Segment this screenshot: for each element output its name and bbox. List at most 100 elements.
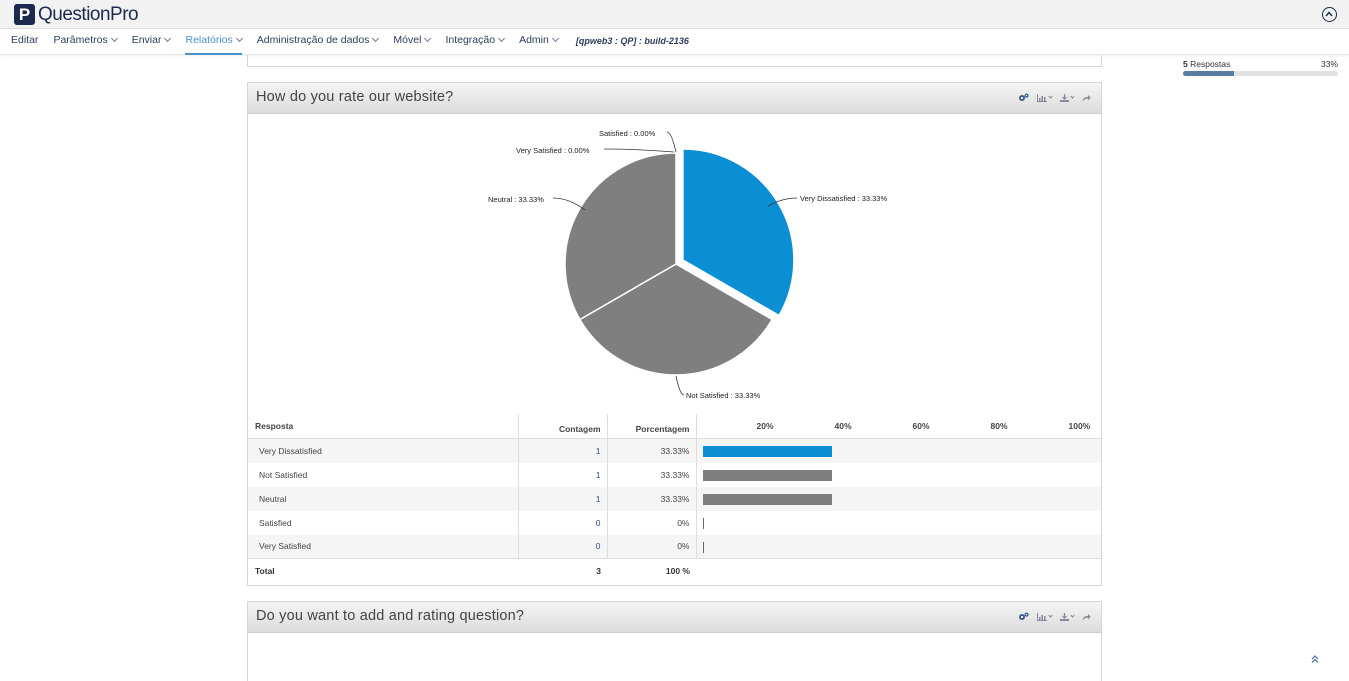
questionpro-logo[interactable]: P QuestionPro — [14, 3, 139, 25]
percentage-bar — [702, 446, 833, 457]
scale-label: 100% — [1068, 421, 1091, 431]
chart-type-dropdown[interactable] — [1037, 612, 1053, 621]
panel-header: How do you rate our website? — [248, 83, 1101, 114]
row-bar-cell — [696, 438, 1101, 463]
scroll-to-top-button[interactable] — [1310, 651, 1320, 669]
row-bar-cell — [696, 463, 1101, 487]
nav-item-label: Relatórios — [185, 34, 233, 46]
row-label: Neutral — [248, 486, 519, 511]
nav-item-label: Admin — [519, 34, 549, 46]
header-percentage[interactable]: Porcentagem — [607, 414, 697, 439]
row-bar-cell — [696, 486, 1101, 511]
settings-gear-button[interactable] — [1018, 612, 1029, 621]
response-table-container: Resposta Contagem Porcentagem 20% 40% 60% 8… — [248, 414, 1101, 583]
pie-chart — [552, 131, 798, 396]
table-row: Satisfied 0 0% — [248, 510, 1101, 535]
row-count-link[interactable]: 0 — [518, 534, 608, 559]
nav-item-m-vel[interactable]: Móvel — [393, 29, 432, 55]
row-label: Very Dissatisfied — [248, 438, 519, 463]
nav-item-admin[interactable]: Admin — [519, 29, 559, 55]
row-bar-cell — [696, 534, 1101, 559]
nav-item-relat-rios[interactable]: Relatórios — [185, 29, 243, 55]
nav-item-administra-o-de-dados[interactable]: Administração de dados — [256, 29, 380, 55]
nav-item-label: Parâmetros — [53, 34, 108, 46]
logo-text: QuestionPro — [38, 3, 139, 25]
share-button[interactable] — [1082, 94, 1091, 102]
settings-gear-button[interactable] — [1018, 93, 1029, 102]
pie-slice-very-dissatisfied[interactable] — [682, 148, 795, 317]
download-icon — [1060, 93, 1069, 102]
row-percentage: 0% — [607, 510, 697, 535]
percentage-bar-zero — [702, 541, 704, 553]
header-response: Resposta — [248, 414, 519, 439]
scale-label: 20% — [756, 421, 774, 431]
chevron-down-icon — [164, 34, 172, 43]
gears-icon — [1019, 612, 1029, 620]
total-bar-cell — [696, 558, 1101, 583]
question-panel-add-rating: Do you want to add and rating question? — [247, 601, 1102, 681]
pie-label-connector — [675, 375, 685, 396]
pie-label-connector — [603, 148, 675, 153]
table-total-row: Total 3 100 % — [248, 558, 1101, 583]
row-label: Not Satisfied — [248, 462, 519, 487]
table-row: Not Satisfied 1 33.33% — [248, 462, 1101, 487]
pie-slice-neutral[interactable] — [564, 152, 677, 321]
row-percentage: 33.33% — [607, 462, 697, 487]
scale-label: 40% — [834, 421, 852, 431]
panel-tools — [1018, 93, 1091, 102]
pie-slice-not-satisfied[interactable] — [578, 263, 774, 376]
download-dropdown[interactable] — [1060, 93, 1075, 102]
pie-label: Not Satisfied : 33.33% — [686, 391, 761, 400]
nav-menu: Editar Parâmetros Enviar Relatórios Administ… — [0, 29, 689, 55]
responses-text: Respostas — [1190, 59, 1231, 69]
question-title: Do you want to add and rating question? — [256, 608, 525, 624]
chevron-down-icon — [1070, 613, 1075, 618]
pie-label: Very Satisfied : 0.00% — [516, 146, 590, 155]
pie-label-connector — [767, 197, 798, 207]
header-count[interactable]: Contagem — [518, 414, 608, 439]
double-chevron-up-icon — [1311, 655, 1319, 663]
percentage-scale: 20% 40% 60% 80% 100% — [697, 414, 1102, 438]
logo-mark: P — [14, 4, 35, 25]
row-percentage: 33.33% — [607, 438, 697, 463]
nav-item-label: Enviar — [131, 34, 162, 46]
percentage-bar — [702, 493, 833, 505]
chevron-down-icon — [424, 34, 432, 43]
collapse-header-button[interactable] — [1322, 7, 1337, 22]
pie-label: Satisfied : 0.00% — [599, 129, 656, 138]
table-row: Very Satisfied 0 0% — [248, 534, 1101, 559]
chevron-down-icon — [498, 34, 506, 43]
nav-item-label: Administração de dados — [256, 34, 370, 46]
nav-item-editar[interactable]: Editar — [11, 29, 38, 55]
share-button[interactable] — [1082, 613, 1091, 621]
responses-label: 5 Respostas — [1183, 59, 1338, 69]
chevron-down-icon — [1048, 94, 1053, 99]
pie-label: Neutral : 33.33% — [488, 195, 544, 204]
pie-chart-area: Very Dissatisfied : 33.33% Not Satisfied … — [248, 114, 1101, 414]
responses-percent: 33% — [1320, 59, 1338, 69]
chevron-down-icon — [110, 34, 118, 43]
share-arrow-icon — [1082, 94, 1091, 101]
gears-icon — [1019, 93, 1029, 101]
row-count-link[interactable]: 1 — [518, 438, 608, 463]
row-count-link[interactable]: 1 — [518, 486, 608, 511]
row-count-link[interactable]: 1 — [518, 462, 608, 487]
nav-item-label: Integração — [445, 34, 496, 46]
nav-item-integra-o[interactable]: Integração — [445, 29, 506, 55]
nav-item-enviar[interactable]: Enviar — [131, 29, 172, 55]
nav-item-par-metros[interactable]: Parâmetros — [53, 29, 118, 55]
chart-type-dropdown[interactable] — [1037, 93, 1053, 102]
question-panel-website-rating: How do you rate our website? Very Dissat… — [247, 82, 1102, 586]
total-label: Total — [248, 558, 518, 583]
row-count-link[interactable]: 0 — [518, 510, 608, 535]
chevron-down-icon — [235, 34, 243, 43]
chevron-down-icon — [1070, 94, 1075, 99]
total-percentage: 100 % — [607, 558, 696, 583]
download-dropdown[interactable] — [1060, 612, 1075, 621]
build-info: [qpweb3 : QP] : build-2136 — [575, 36, 689, 46]
scale-label: 80% — [990, 421, 1008, 431]
pie-label: Very Dissatisfied : 33.33% — [800, 194, 888, 203]
nav-item-label: Móvel — [393, 34, 422, 46]
bar-chart-icon — [1037, 93, 1047, 102]
total-count: 3 — [518, 558, 607, 583]
